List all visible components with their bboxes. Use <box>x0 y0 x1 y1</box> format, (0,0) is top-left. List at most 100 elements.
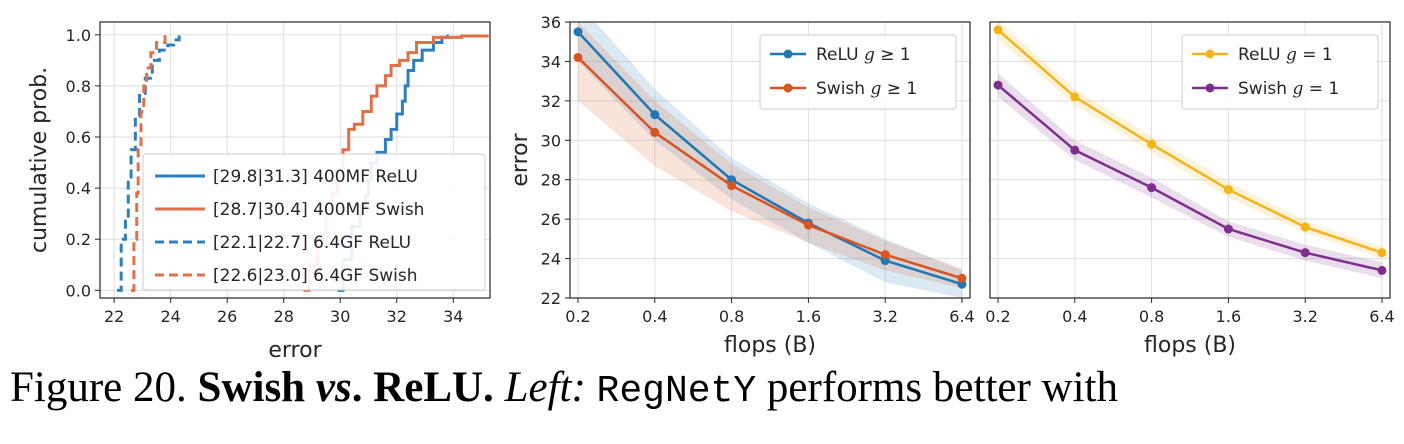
cdf-y-tick-label: 0.0 <box>66 281 91 300</box>
panel1-x-ticks: 0.2 0.4 0.8 1.6 3.2 6.4 <box>565 298 975 326</box>
panel1-y-tick-label: 30 <box>541 131 561 150</box>
caption-rest: performs better with <box>756 364 1118 411</box>
cdf-legend: [29.8|31.3] 400MF ReLU [28.7|30.4] 400MF … <box>142 153 486 291</box>
panel1-x-tick-label: 0.4 <box>642 307 667 326</box>
panel2-legend-box <box>1181 34 1379 110</box>
panel1-legend-label: Swish g ≥ 1 <box>816 79 917 99</box>
cdf-x-tick-label: 22 <box>104 307 124 326</box>
panel1-y-tick-label: 26 <box>541 210 561 229</box>
panel2-point-swish-g-1 <box>1223 224 1233 234</box>
cdf-x-tick-label: 30 <box>330 307 350 326</box>
panel2-point-relu-g-1 <box>1070 92 1080 102</box>
panel1-y-ticks: 22 24 26 28 30 32 34 36 <box>541 13 570 308</box>
panel1-legend-marker <box>783 83 793 93</box>
panel1-x-label: flops (B) <box>724 333 816 358</box>
panel2-point-relu-g-1 <box>1223 185 1233 195</box>
panel2-x-tick-label: 6.4 <box>1369 307 1394 326</box>
panel1-x-tick-label: 1.6 <box>796 307 821 326</box>
panel1-x-tick-label: 0.2 <box>565 307 590 326</box>
panel2-x-tick-label: 0.8 <box>1139 307 1164 326</box>
panel2-legend-label: Swish g = 1 <box>1238 79 1339 99</box>
panel1-y-tick-label: 32 <box>541 92 561 111</box>
panel2-point-swish-g-1 <box>1300 248 1310 258</box>
panel2-axes-frame <box>989 21 1391 299</box>
panel2-x-label: flops (B) <box>1144 333 1236 358</box>
panel2-series-swish-g-1 <box>997 84 1383 272</box>
panel1-point-swish-g-1 <box>803 220 813 230</box>
panel1-legend: ReLU g ≥ 1 Swish g ≥ 1 <box>759 34 957 110</box>
cdf-legend-label: [22.1|22.7] 6.4GF ReLU <box>213 233 411 253</box>
caption-vs: vs <box>315 364 352 411</box>
panel1-x-tick-label: 0.8 <box>719 307 744 326</box>
cdf-legend-label: [28.7|30.4] 400MF Swish <box>213 200 424 220</box>
panel1-legend-box <box>759 34 957 110</box>
cdf-y-tick-label: 1.0 <box>66 26 91 45</box>
panel2-point-swish-g-1 <box>1377 265 1387 275</box>
cdf-series-22-6-23-0-6-4gf-swish <box>131 34 167 292</box>
caption-left-label: Left: <box>493 364 586 411</box>
panel2-point-relu-g-1 <box>993 25 1003 35</box>
panel1-y-tick-label: 34 <box>541 52 561 71</box>
panel1-point-relu-g-1 <box>650 110 660 120</box>
panel-g-ge-1: 0.2 0.4 0.8 1.6 3.2 6.4 22 24 26 28 30 32 34 36 flop… <box>508 13 975 358</box>
panel2-legend-marker <box>1205 49 1215 59</box>
cdf-x-tick-label: 28 <box>274 307 294 326</box>
panel2-legend-marker <box>1205 83 1215 93</box>
panel2-x-tick-label: 0.2 <box>985 307 1010 326</box>
cdf-panel: 22 24 26 28 30 32 34 0.00.20.40.60.81.0 error … <box>27 21 491 360</box>
panel2-lines <box>993 25 1387 275</box>
panel2-x-tick-label: 1.6 <box>1216 307 1241 326</box>
panel2-legend-label: ReLU g = 1 <box>1238 45 1333 65</box>
panel1-x-tick-label: 6.4 <box>949 307 974 326</box>
panel1-point-swish-g-1 <box>880 250 890 260</box>
panel2-x-tick-label: 0.4 <box>1062 307 1087 326</box>
panel1-lines <box>573 27 967 289</box>
caption-space <box>586 364 597 411</box>
cdf-legend-box <box>142 153 486 291</box>
panel1-y-label: error <box>508 132 533 186</box>
cdf-x-label: error <box>268 338 322 360</box>
panel1-legend-marker <box>783 49 793 59</box>
panel1-point-swish-g-1 <box>573 52 583 62</box>
panel2-legend: ReLU g = 1 Swish g = 1 <box>1181 34 1379 110</box>
panel2-x-ticks: 0.2 0.4 0.8 1.6 3.2 6.4 <box>985 298 1395 326</box>
panel1-band-swish-g-1 <box>578 22 962 289</box>
panel1-series-relu-g-1 <box>577 31 963 286</box>
panel1-point-relu-g-1 <box>573 27 583 37</box>
figure-caption: Figure 20. Swish vs. ReLU. Left: RegNetY… <box>10 366 1400 411</box>
panel1-y-tick-label: 24 <box>541 250 561 269</box>
panel1-x-tick-label: 3.2 <box>872 307 897 326</box>
panel2-bands <box>998 22 1382 279</box>
panel2-point-swish-g-1 <box>1070 145 1080 155</box>
panel1-legend-label: ReLU g ≥ 1 <box>816 45 911 65</box>
cdf-legend-label: [29.8|31.3] 400MF ReLU <box>213 167 418 187</box>
caption-prefix: Figure 20. <box>10 364 198 411</box>
panel1-point-swish-g-1 <box>957 273 967 283</box>
panel-g-eq-1: 0.2 0.4 0.8 1.6 3.2 6.4 flops (B) ReLU g = 1 S… <box>985 21 1395 358</box>
panel1-bands <box>578 22 962 298</box>
panel2-point-relu-g-1 <box>1147 139 1157 149</box>
cdf-y-label: cumulative prob. <box>27 67 52 253</box>
panel1-series-swish-g-1 <box>577 56 963 280</box>
panel2-point-relu-g-1 <box>1377 248 1387 258</box>
cdf-x-tick-label: 26 <box>217 307 237 326</box>
panel2-point-relu-g-1 <box>1300 222 1310 232</box>
panel1-point-swish-g-1 <box>650 127 660 137</box>
caption-regnety: RegNetY <box>596 370 757 413</box>
panel2-point-swish-g-1 <box>1147 183 1157 193</box>
cdf-y-tick-label: 0.2 <box>66 230 91 249</box>
panel1-point-swish-g-1 <box>727 181 737 191</box>
panel2-band-relu-g-1 <box>998 22 1382 259</box>
panel1-axes-frame <box>569 21 971 299</box>
cdf-x-tick-label: 24 <box>160 307 180 326</box>
panel2-point-swish-g-1 <box>993 80 1003 90</box>
cdf-y-tick-label: 0.4 <box>66 179 91 198</box>
cdf-axes-frame <box>99 21 491 299</box>
caption-bold-swish: Swish <box>197 364 316 411</box>
panel1-y-tick-label: 36 <box>541 13 561 32</box>
cdf-y-tick-label: 0.6 <box>66 128 91 147</box>
cdf-series-22-1-22-7-6-4gf-relu <box>116 34 181 292</box>
cdf-x-tick-label: 32 <box>387 307 407 326</box>
cdf-y-ticks: 0.0 0.2 0.4 0.6 0.8 1.0 <box>66 26 100 300</box>
panel2-band-swish-g-1 <box>998 73 1382 279</box>
